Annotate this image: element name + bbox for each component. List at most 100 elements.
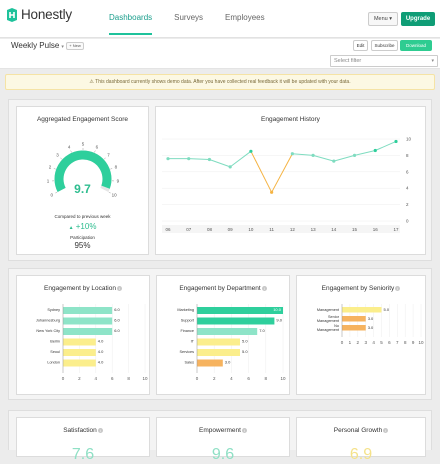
gauge-tick-label: 4 xyxy=(68,144,71,149)
gauge-tick xyxy=(54,168,56,169)
satisfaction-value: 7.6 xyxy=(17,446,149,464)
category-label: Support xyxy=(181,319,195,323)
x-tick-label: 0 xyxy=(196,376,199,381)
category-label: Management xyxy=(317,308,340,312)
nav-surveys[interactable]: Surveys xyxy=(174,13,203,35)
bar xyxy=(63,349,96,356)
bar xyxy=(197,349,240,356)
x-tick-label: 4 xyxy=(230,376,233,381)
bar-value-label: 3.0 xyxy=(225,360,231,365)
participation-label: Participation xyxy=(17,235,148,240)
gauge-tick xyxy=(60,158,61,159)
x-tick-label: 09 xyxy=(228,227,234,232)
info-icon[interactable]: i xyxy=(98,428,103,433)
gauge-tick-label: 8 xyxy=(115,165,118,170)
x-tick-label: 6 xyxy=(388,340,391,345)
new-dashboard-button[interactable]: + New xyxy=(66,42,84,50)
x-tick-label: 08 xyxy=(207,227,213,232)
caret-down-icon: ▾ xyxy=(61,44,64,50)
gauge-tick xyxy=(71,151,72,153)
dashboard-selector[interactable]: Weekly Pulse▾ xyxy=(11,41,64,50)
category-label: Sydney xyxy=(47,308,60,312)
bar xyxy=(197,339,240,346)
x-tick-label: 15 xyxy=(352,227,358,232)
x-tick-label: 4 xyxy=(95,376,98,381)
x-tick-label: 5 xyxy=(380,340,383,345)
x-tick-label: 10 xyxy=(280,376,286,381)
y-tick-label: 10 xyxy=(406,137,412,142)
bar-value-label: 3.0 xyxy=(368,325,374,330)
menu-button-label: Menu xyxy=(374,16,388,22)
info-icon[interactable]: i xyxy=(117,286,122,291)
x-tick-label: 11 xyxy=(269,227,274,232)
empowerment-value: 9.6 xyxy=(157,446,289,464)
panel-title-text: Engagement by Location xyxy=(44,285,116,292)
arrow-up-icon: ▲ xyxy=(69,225,74,231)
delta-text: +10% xyxy=(76,222,97,231)
x-tick-label: 8 xyxy=(404,340,407,345)
bar-value-label: 6.0 xyxy=(114,307,120,312)
history-point xyxy=(270,191,273,194)
category-label: Finance xyxy=(180,329,194,333)
bar xyxy=(197,307,283,314)
history-line-segment xyxy=(230,151,251,167)
gauge-tick-label: 3 xyxy=(56,153,59,158)
x-tick-label: 07 xyxy=(186,227,192,232)
bar-value-label: 5.0 xyxy=(242,349,248,354)
delta-value: ▲ +10% xyxy=(17,222,148,231)
download-button[interactable]: Download xyxy=(400,40,432,51)
subscribe-button[interactable]: Subscribe xyxy=(371,40,398,51)
menu-button[interactable]: Menu ▾ xyxy=(368,12,398,26)
x-tick-label: 8 xyxy=(127,376,130,381)
info-icon[interactable]: i xyxy=(242,428,247,433)
nav-dashboards[interactable]: Dashboards xyxy=(109,13,152,35)
y-tick-label: 8 xyxy=(406,153,409,158)
bar-value-label: 10.0 xyxy=(273,307,282,312)
x-axis-band xyxy=(162,225,400,233)
upgrade-button[interactable]: Upgrade xyxy=(401,12,435,26)
category-label: New York City xyxy=(36,329,60,333)
x-tick-label: 16 xyxy=(373,227,379,232)
y-tick-label: 0 xyxy=(406,219,409,224)
filter-placeholder: Select filter xyxy=(334,58,361,64)
x-tick-label: 14 xyxy=(331,227,337,232)
nav-employees[interactable]: Employees xyxy=(225,13,265,35)
history-point xyxy=(187,157,190,160)
gauge-tick-label: 7 xyxy=(107,153,110,158)
y-tick-label: 2 xyxy=(406,202,409,207)
category-label: London xyxy=(47,361,60,365)
info-icon[interactable]: i xyxy=(383,428,388,433)
x-tick-label: 1 xyxy=(349,340,352,345)
history-point xyxy=(394,140,397,143)
history-point xyxy=(208,158,211,161)
bar-value-label: 4.0 xyxy=(98,339,104,344)
honestly-logo-icon xyxy=(6,8,18,22)
engagement-score-value: 9.7 xyxy=(17,182,148,196)
bar xyxy=(63,360,96,367)
filter-select[interactable]: Select filter ▾ xyxy=(330,55,438,67)
demo-data-notice: ⚠ This dashboard currently shows demo da… xyxy=(5,74,435,90)
x-tick-label: 2 xyxy=(213,376,216,381)
top-bar: Honestly Dashboards Surveys Employees Me… xyxy=(0,0,440,38)
logo[interactable]: Honestly xyxy=(6,7,72,22)
category-label: IT xyxy=(191,340,195,344)
bar xyxy=(63,318,112,325)
history-point xyxy=(374,149,377,152)
x-tick-label: 6 xyxy=(111,376,114,381)
info-icon[interactable]: i xyxy=(262,286,267,291)
category-label: Management xyxy=(317,328,340,332)
gauge-tick-label: 5 xyxy=(82,142,85,147)
edit-button[interactable]: Edit xyxy=(353,40,368,51)
x-tick-label: 10 xyxy=(142,376,148,381)
info-icon[interactable]: i xyxy=(395,286,400,291)
y-tick-label: 4 xyxy=(406,186,409,191)
history-point xyxy=(291,152,294,155)
